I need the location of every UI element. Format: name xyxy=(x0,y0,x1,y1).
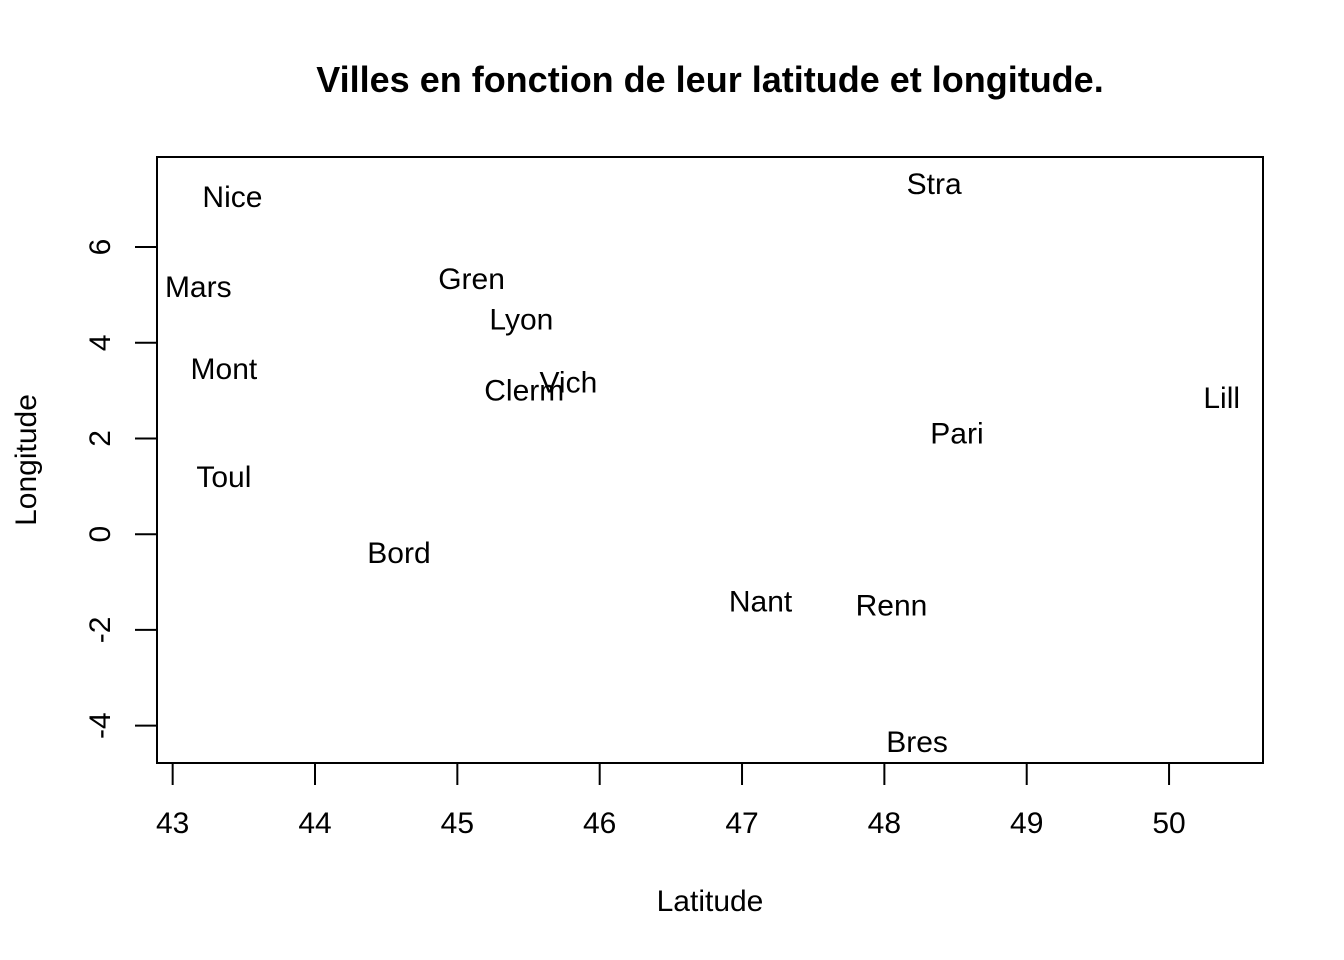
city-label: Bres xyxy=(886,726,948,759)
city-label: Nant xyxy=(729,586,793,619)
city-label: Gren xyxy=(438,263,505,296)
city-label: Renn xyxy=(856,589,928,622)
chart-title: Villes en fonction de leur latitude et l… xyxy=(316,59,1103,100)
city-label: Toul xyxy=(196,461,251,494)
city-label: Clerm xyxy=(484,375,564,408)
y-tick-label: -4 xyxy=(84,712,117,739)
x-tick-label: 43 xyxy=(156,807,189,840)
city-label: Vich xyxy=(539,366,597,399)
x-axis: 43 44 45 46 47 48 49 50 xyxy=(156,762,1186,840)
city-label: Mars xyxy=(165,271,232,304)
city-label: Mont xyxy=(191,353,258,386)
x-tick-label: 44 xyxy=(298,807,331,840)
plot-frame xyxy=(156,156,1264,764)
x-tick-label: 47 xyxy=(725,807,758,840)
city-label: Nice xyxy=(202,181,262,214)
city-label: Bord xyxy=(367,537,430,570)
y-tick-label: 6 xyxy=(84,239,117,256)
city-label: Lyon xyxy=(489,304,553,337)
x-tick-label: 46 xyxy=(583,807,616,840)
x-tick-label: 50 xyxy=(1152,807,1185,840)
x-tick-label: 48 xyxy=(868,807,901,840)
y-axis: -4 -2 0 2 4 6 xyxy=(84,239,158,739)
city-label: Pari xyxy=(930,418,983,451)
y-tick-label: 0 xyxy=(84,526,117,543)
y-tick-label: 2 xyxy=(84,430,117,447)
x-tick-label: 49 xyxy=(1010,807,1043,840)
x-axis-label: Latitude xyxy=(657,885,764,918)
x-tick-label: 45 xyxy=(441,807,474,840)
city-label: Stra xyxy=(907,168,962,201)
y-tick-label: 4 xyxy=(84,334,117,351)
y-tick-label: -2 xyxy=(84,617,117,644)
y-axis-label: Longitude xyxy=(10,394,43,526)
city-label: Lill xyxy=(1203,382,1240,415)
